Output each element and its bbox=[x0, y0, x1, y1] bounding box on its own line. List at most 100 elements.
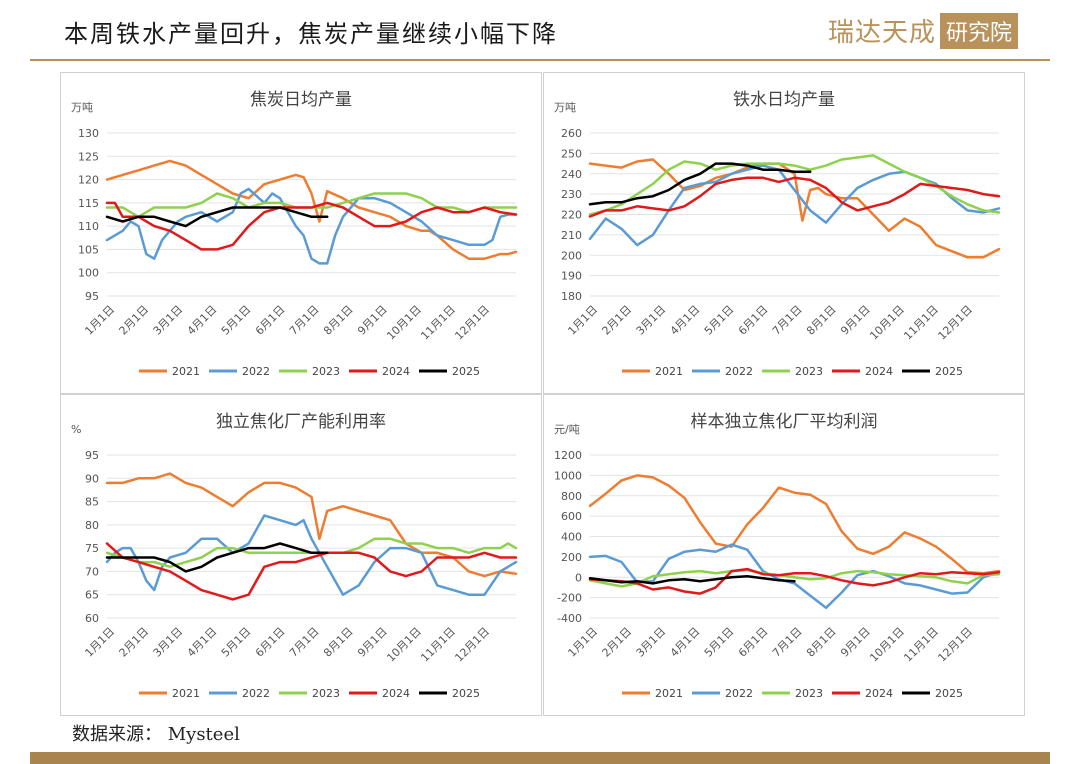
y-tick-label: 260 bbox=[561, 127, 582, 140]
y-tick-label: 75 bbox=[85, 542, 99, 555]
y-unit-label: 万吨 bbox=[71, 101, 93, 114]
x-tick-label: 10月1日 bbox=[384, 303, 424, 343]
series-line-2022 bbox=[588, 543, 1001, 610]
x-tick-label: 5月1日 bbox=[702, 625, 737, 660]
x-tick-label: 7月1日 bbox=[287, 625, 322, 660]
x-tick-label: 10月1日 bbox=[867, 625, 907, 665]
y-tick-label: 115 bbox=[78, 197, 99, 210]
series-line-2023 bbox=[588, 568, 1001, 588]
x-tick-label: 12月1日 bbox=[935, 303, 975, 343]
y-unit-label: 万吨 bbox=[554, 101, 576, 114]
y-tick-label: 85 bbox=[85, 496, 99, 509]
x-tick-label: 5月1日 bbox=[219, 303, 254, 338]
legend-label-2024: 2024 bbox=[382, 687, 410, 700]
chart-panel-coking-profit: 样本独立焦化厂平均利润 元/吨 -400 -200 0 200 400 600 800 1000 1… bbox=[543, 394, 1025, 716]
y-tick-label: 1200 bbox=[554, 449, 582, 462]
legend-label-2023: 2023 bbox=[312, 687, 340, 700]
x-tick-label: 10月1日 bbox=[867, 303, 907, 343]
x-tick-label: 3月1日 bbox=[151, 303, 186, 338]
y-tick-label: 180 bbox=[561, 290, 582, 303]
series-line-2021 bbox=[105, 159, 518, 260]
x-tick-label: 10月1日 bbox=[384, 625, 424, 665]
legend-label-2022: 2022 bbox=[242, 365, 270, 378]
legend-label-2023: 2023 bbox=[795, 687, 823, 700]
series-line-2024 bbox=[105, 201, 518, 251]
y-tick-label: 100 bbox=[78, 267, 99, 280]
x-tick-label: 2月1日 bbox=[117, 625, 152, 660]
legend-label-2022: 2022 bbox=[725, 365, 753, 378]
series-line-2021 bbox=[105, 472, 518, 578]
chart-panel-hot-metal-output: 铁水日均产量 万吨 180 190 200 210 220 230 240 250 260 1月1日 2… bbox=[543, 72, 1025, 394]
x-tick-label: 5月1日 bbox=[702, 303, 737, 338]
series-line-2022 bbox=[105, 514, 518, 596]
bottom-bar bbox=[30, 752, 1050, 764]
chart-title: 焦炭日均产量 bbox=[250, 90, 352, 110]
x-tick-label: 6月1日 bbox=[253, 303, 288, 338]
x-tick-label: 1月1日 bbox=[565, 625, 600, 660]
x-tick-label: 7月1日 bbox=[770, 303, 805, 338]
y-tick-label: 400 bbox=[561, 531, 582, 544]
x-tick-label: 4月1日 bbox=[668, 625, 703, 660]
x-tick-label: 12月1日 bbox=[452, 303, 492, 343]
series-line-2024 bbox=[105, 542, 518, 601]
legend-label-2023: 2023 bbox=[795, 365, 823, 378]
series-line-2025 bbox=[588, 574, 796, 585]
logo-text: 瑞达天成 bbox=[828, 18, 937, 48]
series-line-2024 bbox=[588, 567, 1001, 595]
x-tick-label: 4月1日 bbox=[668, 303, 703, 338]
y-tick-label: -400 bbox=[557, 612, 582, 625]
y-tick-label: 80 bbox=[85, 519, 99, 532]
series-line-2025 bbox=[105, 206, 329, 228]
x-tick-label: 7月1日 bbox=[770, 625, 805, 660]
x-tick-label: 3月1日 bbox=[151, 625, 186, 660]
y-tick-label: 600 bbox=[561, 510, 582, 523]
legend-label-2024: 2024 bbox=[865, 365, 893, 378]
chart-title: 独立焦化厂产能利用率 bbox=[216, 412, 386, 432]
logo-sub: 研究院 bbox=[940, 12, 1019, 49]
y-tick-label: 200 bbox=[561, 551, 582, 564]
brand-logo: 瑞达天成 研究院 bbox=[828, 12, 1019, 49]
x-tick-label: 6月1日 bbox=[253, 625, 288, 660]
x-tick-label: 3月1日 bbox=[634, 303, 669, 338]
x-tick-label: 1月1日 bbox=[82, 303, 117, 338]
series-line-2025 bbox=[105, 542, 329, 573]
y-tick-label: 125 bbox=[78, 150, 99, 163]
chart-title: 样本独立焦化厂平均利润 bbox=[691, 412, 878, 432]
x-tick-label: 11月1日 bbox=[418, 625, 458, 665]
series-line-2023 bbox=[588, 154, 1001, 216]
chart-title: 铁水日均产量 bbox=[733, 90, 835, 110]
y-tick-label: 90 bbox=[85, 472, 99, 485]
x-tick-label: 4月1日 bbox=[185, 303, 220, 338]
y-tick-label: 0 bbox=[575, 571, 582, 584]
y-tick-label: 95 bbox=[85, 449, 99, 462]
x-tick-label: 1月1日 bbox=[565, 303, 600, 338]
y-tick-label: 230 bbox=[561, 188, 582, 201]
legend-label-2025: 2025 bbox=[935, 365, 963, 378]
y-tick-label: 210 bbox=[561, 229, 582, 242]
x-tick-label: 11月1日 bbox=[901, 303, 941, 343]
x-tick-label: 3月1日 bbox=[634, 625, 669, 660]
legend-label-2021: 2021 bbox=[655, 365, 683, 378]
y-tick-label: 220 bbox=[561, 209, 582, 222]
legend-label-2022: 2022 bbox=[725, 687, 753, 700]
y-unit-label: % bbox=[71, 423, 81, 436]
series-line-2025 bbox=[588, 162, 812, 206]
legend-label-2021: 2021 bbox=[655, 687, 683, 700]
y-tick-label: 60 bbox=[85, 612, 99, 625]
x-tick-label: 12月1日 bbox=[452, 625, 492, 665]
x-tick-label: 11月1日 bbox=[901, 625, 941, 665]
x-tick-label: 2月1日 bbox=[600, 625, 635, 660]
x-tick-label: 6月1日 bbox=[736, 303, 771, 338]
legend-label-2025: 2025 bbox=[935, 687, 963, 700]
y-tick-label: 130 bbox=[78, 127, 99, 140]
series-line-2024 bbox=[588, 176, 1001, 218]
x-tick-label: 6月1日 bbox=[736, 625, 771, 660]
series-line-2022 bbox=[105, 187, 518, 265]
x-tick-label: 4月1日 bbox=[185, 625, 220, 660]
y-tick-label: 200 bbox=[561, 249, 582, 262]
legend-label-2021: 2021 bbox=[172, 687, 200, 700]
legend-label-2025: 2025 bbox=[452, 365, 480, 378]
